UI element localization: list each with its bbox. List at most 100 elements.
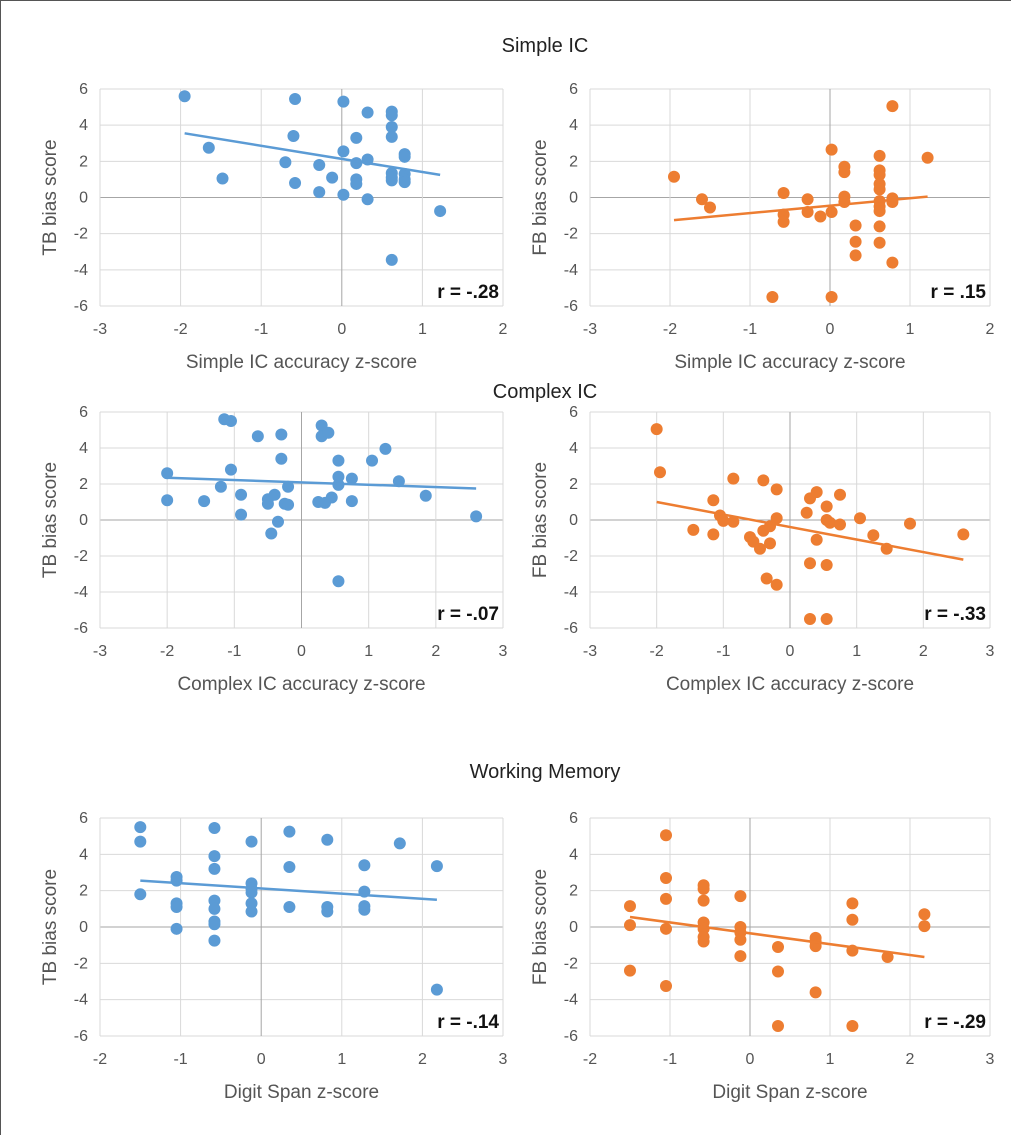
x-tick-label: 2 (906, 1051, 915, 1068)
y-tick-label: 2 (569, 153, 578, 170)
data-point (251, 430, 264, 443)
data-point (430, 860, 443, 873)
data-point (245, 886, 258, 899)
data-point (650, 423, 663, 436)
chart-4: -6 -4 -2 0 2 4 6 -3 -2 -1 0 1 2 3 Complex IC accuracy … (530, 404, 995, 695)
data-point (216, 172, 229, 185)
data-point (904, 517, 916, 530)
x-tick-label: 3 (499, 643, 508, 660)
data-point (834, 488, 846, 501)
charts-group: -6 -4 -2 0 2 4 6 -3 -2 -1 0 1 2 Simple IC accuracy z-… (40, 81, 995, 1103)
x-tick-label: 1 (826, 1051, 835, 1068)
data-point (704, 201, 716, 214)
x-axis-title: Simple IC accuracy z-score (186, 352, 417, 373)
data-point (313, 186, 326, 199)
x-tick-label: -1 (173, 1051, 187, 1068)
x-tick-label: 2 (919, 643, 928, 660)
data-point (282, 480, 295, 493)
x-tick-label: -1 (254, 321, 268, 338)
data-point (245, 905, 258, 918)
data-point (777, 215, 790, 228)
data-point (134, 835, 147, 848)
y-tick-label: -4 (564, 262, 578, 279)
data-point (321, 905, 334, 918)
data-point (361, 193, 374, 206)
data-point (707, 494, 720, 507)
x-tick-label: -2 (583, 1051, 597, 1068)
data-point (757, 474, 770, 487)
data-point (470, 510, 483, 523)
data-point (624, 964, 636, 977)
y-tick-label: -4 (564, 992, 578, 1009)
y-tick-label: -4 (74, 262, 88, 279)
x-axis-title: Simple IC accuracy z-score (674, 352, 905, 373)
data-point (873, 236, 886, 249)
data-point (654, 466, 666, 479)
data-point (804, 557, 816, 570)
data-point (325, 491, 338, 504)
data-point (392, 475, 405, 488)
data-point (345, 495, 358, 508)
y-tick-label: -6 (564, 1028, 578, 1045)
data-point (814, 210, 827, 223)
data-point (772, 965, 784, 978)
data-point (283, 861, 296, 874)
y-tick-label: -2 (74, 226, 88, 243)
data-point (287, 130, 300, 143)
data-point (208, 902, 221, 915)
data-point (624, 900, 636, 913)
data-point (313, 158, 326, 171)
y-tick-label: 2 (79, 476, 88, 493)
y-axis-title: FB bias score (530, 139, 551, 255)
data-point (385, 109, 398, 122)
data-point (846, 1020, 859, 1033)
x-tick-label: -1 (663, 1051, 677, 1068)
y-tick-label: 4 (569, 846, 578, 863)
data-point (849, 235, 862, 248)
y-tick-label: 0 (569, 919, 578, 936)
data-point (854, 512, 866, 525)
y-tick-label: 2 (569, 883, 578, 900)
x-tick-label: 1 (418, 321, 427, 338)
data-point (265, 527, 278, 540)
y-tick-label: -6 (564, 620, 578, 637)
data-point (697, 935, 710, 948)
x-tick-label: 1 (852, 643, 861, 660)
data-point (772, 1020, 784, 1033)
data-point (764, 537, 776, 550)
data-point (696, 193, 708, 206)
data-point (825, 290, 838, 303)
data-point (350, 177, 363, 190)
section-title-simple-ic: Simple IC (502, 35, 589, 57)
data-point (283, 901, 296, 914)
trendline (673, 195, 928, 222)
data-point (275, 428, 288, 441)
data-point (430, 983, 443, 996)
data-point (385, 174, 398, 187)
data-point (366, 454, 379, 467)
x-tick-label: 0 (786, 643, 795, 660)
data-point (660, 829, 672, 842)
x-tick-label: 1 (337, 1051, 346, 1068)
x-tick-label: -2 (160, 643, 174, 660)
data-point (134, 888, 147, 901)
x-tick-label: 2 (418, 1051, 427, 1068)
x-axis-title: Digit Span z-score (224, 1082, 379, 1103)
y-tick-label: -2 (564, 226, 578, 243)
x-tick-label: 2 (431, 643, 440, 660)
data-point (660, 871, 672, 884)
chart-3: -6 -4 -2 0 2 4 6 -3 -2 -1 0 1 2 3 Complex IC accuracy … (40, 404, 508, 695)
y-tick-label: -2 (74, 955, 88, 972)
x-tick-label: -1 (227, 643, 241, 660)
data-point (385, 130, 398, 143)
data-point (697, 882, 710, 895)
data-point (275, 452, 288, 465)
x-tick-label: 2 (986, 321, 995, 338)
data-point (282, 498, 295, 511)
data-point (345, 472, 358, 485)
data-point (770, 512, 783, 525)
data-point (873, 149, 886, 162)
data-point (379, 442, 392, 455)
data-point (886, 256, 899, 269)
